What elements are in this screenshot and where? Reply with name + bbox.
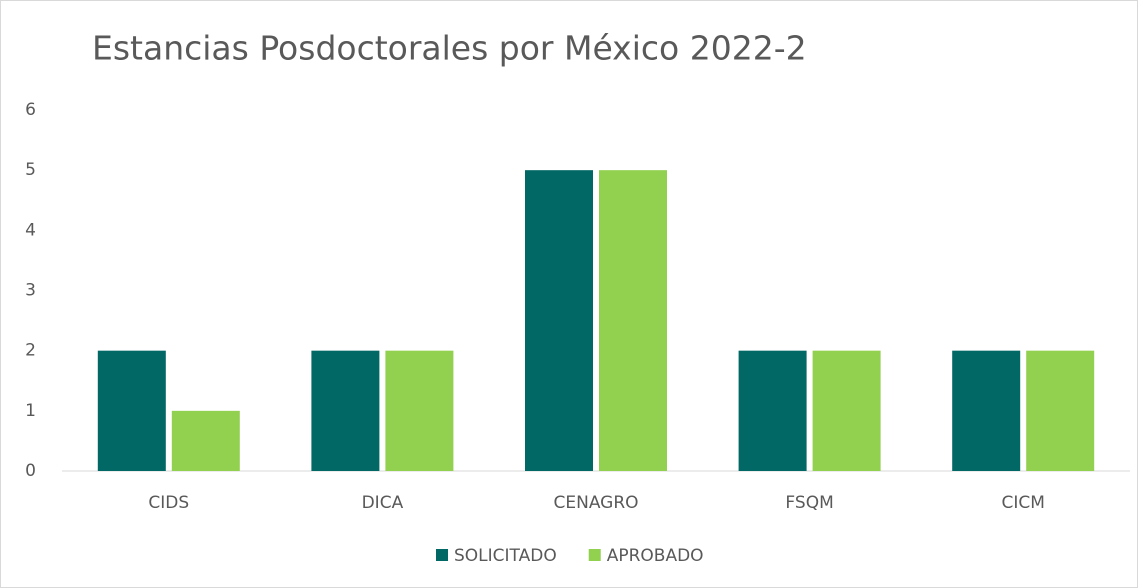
y-tick-label: 3: [25, 281, 36, 301]
bar: [97, 350, 166, 471]
y-tick-label: 1: [25, 401, 36, 421]
x-tick-label: CIDS: [148, 493, 189, 513]
bar: [599, 170, 667, 471]
x-tick-label: DICA: [362, 493, 404, 513]
bar: [952, 350, 1021, 471]
x-tick-label: FSQM: [785, 493, 833, 513]
legend-label: APROBADO: [607, 546, 704, 566]
bar: [812, 350, 881, 471]
legend-label: SOLICITADO: [454, 546, 557, 566]
x-tick-label: CICM: [1001, 493, 1044, 513]
bar: [525, 170, 593, 471]
y-tick-label: 6: [25, 100, 36, 120]
legend-swatch: [588, 549, 601, 561]
legend-swatch: [436, 549, 448, 561]
chart-title: Estancias Posdoctorales por México 2022-…: [92, 29, 807, 68]
bar: [311, 350, 380, 471]
x-tick-label: CENAGRO: [553, 493, 638, 513]
y-tick-label: 2: [25, 341, 36, 361]
bar: [171, 410, 240, 471]
y-tick-label: 0: [25, 461, 36, 481]
y-tick-label: 4: [25, 220, 36, 240]
y-tick-label: 5: [25, 160, 36, 180]
bar: [1026, 350, 1095, 471]
bar: [738, 350, 807, 471]
bar: [385, 350, 454, 471]
